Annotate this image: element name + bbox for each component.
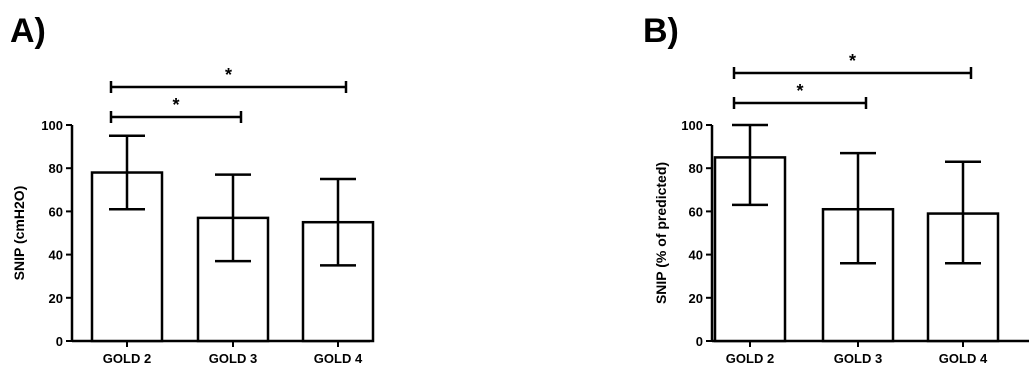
y-tick-label: 80 <box>689 161 703 176</box>
significance-label: * <box>172 95 179 115</box>
chart-panel-1: A) 0 20 40 60 80 100 SNIP (cmH2O) GOLD 2 GOLD 3 GO… <box>10 12 375 366</box>
chart-panel-2: B) 0 20 40 60 80 100 SNIP (% of predicted) GOLD … <box>643 12 1029 366</box>
y-tick-label: 20 <box>689 291 703 306</box>
y-tick-label: 60 <box>49 204 63 219</box>
y-tick-label: 40 <box>49 248 63 263</box>
y-tick-label: 100 <box>681 118 703 133</box>
significance-label: * <box>796 81 803 101</box>
x-tick-label: GOLD 2 <box>726 351 774 366</box>
y-tick-label: 0 <box>696 334 703 349</box>
significance-label: * <box>225 65 232 85</box>
x-tick-label: GOLD 4 <box>314 351 363 366</box>
x-tick-label: GOLD 2 <box>103 351 151 366</box>
significance-label: * <box>849 51 856 71</box>
y-tick-label: 20 <box>49 291 63 306</box>
x-tick-label: GOLD 3 <box>834 351 882 366</box>
panel-label: A) <box>10 12 46 50</box>
y-tick-label: 100 <box>41 118 63 133</box>
panel-label: B) <box>643 12 679 50</box>
x-tick-label: GOLD 3 <box>209 351 257 366</box>
y-tick-label: 0 <box>56 334 63 349</box>
y-axis-label: SNIP (cmH2O) <box>11 186 27 281</box>
y-axis-label: SNIP (% of predicted) <box>653 162 669 304</box>
y-tick-label: 80 <box>49 161 63 176</box>
y-tick-label: 60 <box>689 204 703 219</box>
x-tick-label: GOLD 4 <box>939 351 988 366</box>
y-tick-label: 40 <box>689 248 703 263</box>
